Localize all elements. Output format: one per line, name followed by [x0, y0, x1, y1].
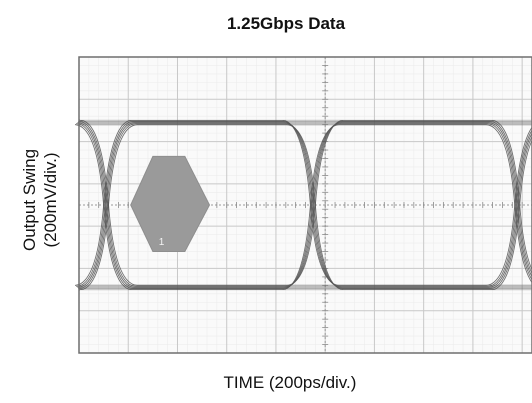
chart-title: 1.25Gbps Data: [227, 14, 346, 33]
eye-trace-high-start: [77, 120, 532, 287]
y-axis-label-line-1: Output Swing: [20, 149, 39, 251]
plot-area: 1: [74, 56, 532, 354]
eye-trace-low-start: [77, 122, 532, 288]
plot-frame: [78, 56, 532, 354]
eye-trace-low-start: [76, 121, 532, 287]
y-axis-label-line-2: (200mV/div.): [41, 152, 60, 247]
eye-trace-low-start: [74, 119, 532, 286]
eye-trace-high-start: [78, 119, 532, 286]
eye-mask-polygon: [130, 155, 211, 253]
x-axis-label: TIME (200ps/div.): [224, 373, 357, 392]
eye-mask-label: 1: [159, 237, 165, 248]
